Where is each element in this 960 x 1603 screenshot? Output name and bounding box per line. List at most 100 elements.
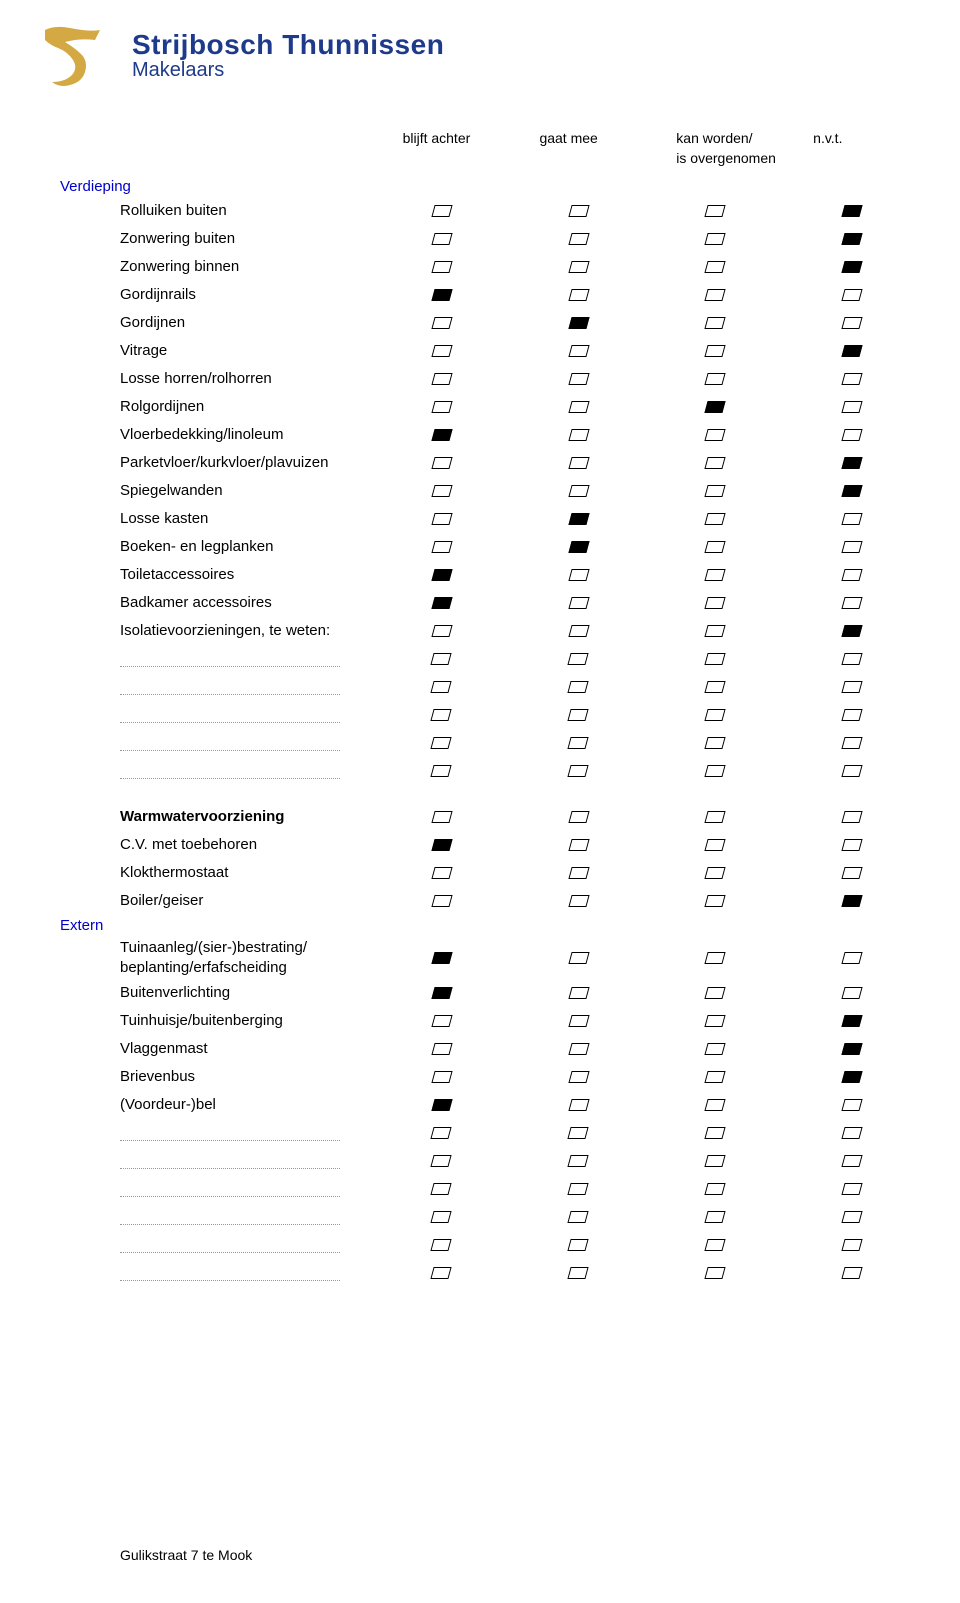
checkbox[interactable] bbox=[567, 1155, 588, 1167]
checkbox[interactable] bbox=[704, 513, 725, 525]
checkbox[interactable] bbox=[841, 987, 862, 999]
checkbox[interactable] bbox=[841, 1239, 862, 1251]
checkbox[interactable] bbox=[841, 457, 862, 469]
checkbox[interactable] bbox=[431, 839, 452, 851]
checkbox[interactable] bbox=[704, 1155, 725, 1167]
checkbox[interactable] bbox=[430, 1239, 451, 1251]
checkbox[interactable] bbox=[567, 1211, 588, 1223]
checkbox[interactable] bbox=[431, 1015, 452, 1027]
checkbox[interactable] bbox=[431, 401, 452, 413]
checkbox[interactable] bbox=[704, 485, 725, 497]
checkbox[interactable] bbox=[841, 811, 862, 823]
checkbox[interactable] bbox=[704, 653, 725, 665]
checkbox[interactable] bbox=[704, 345, 725, 357]
checkbox[interactable] bbox=[841, 289, 862, 301]
checkbox[interactable] bbox=[704, 1239, 725, 1251]
checkbox[interactable] bbox=[841, 513, 862, 525]
checkbox[interactable] bbox=[568, 895, 589, 907]
checkbox[interactable] bbox=[704, 401, 725, 413]
checkbox[interactable] bbox=[841, 233, 862, 245]
checkbox[interactable] bbox=[841, 625, 862, 637]
checkbox[interactable] bbox=[431, 952, 452, 964]
checkbox[interactable] bbox=[704, 317, 725, 329]
checkbox[interactable] bbox=[841, 1267, 862, 1279]
checkbox[interactable] bbox=[431, 895, 452, 907]
checkbox[interactable] bbox=[568, 987, 589, 999]
checkbox[interactable] bbox=[704, 1071, 725, 1083]
checkbox[interactable] bbox=[568, 513, 589, 525]
checkbox[interactable] bbox=[704, 429, 725, 441]
checkbox[interactable] bbox=[704, 1043, 725, 1055]
checkbox[interactable] bbox=[431, 345, 452, 357]
checkbox[interactable] bbox=[841, 541, 862, 553]
checkbox[interactable] bbox=[430, 1127, 451, 1139]
checkbox[interactable] bbox=[431, 1099, 452, 1111]
checkbox[interactable] bbox=[431, 569, 452, 581]
checkbox[interactable] bbox=[704, 457, 725, 469]
checkbox[interactable] bbox=[841, 401, 862, 413]
checkbox[interactable] bbox=[431, 317, 452, 329]
checkbox[interactable] bbox=[568, 1071, 589, 1083]
checkbox[interactable] bbox=[567, 681, 588, 693]
checkbox[interactable] bbox=[431, 261, 452, 273]
checkbox[interactable] bbox=[430, 765, 451, 777]
checkbox[interactable] bbox=[431, 289, 452, 301]
checkbox[interactable] bbox=[568, 401, 589, 413]
checkbox[interactable] bbox=[430, 1211, 451, 1223]
checkbox[interactable] bbox=[704, 867, 725, 879]
checkbox[interactable] bbox=[430, 1183, 451, 1195]
checkbox[interactable] bbox=[567, 653, 588, 665]
checkbox[interactable] bbox=[704, 765, 725, 777]
checkbox[interactable] bbox=[841, 765, 862, 777]
checkbox[interactable] bbox=[568, 625, 589, 637]
checkbox[interactable] bbox=[841, 839, 862, 851]
checkbox[interactable] bbox=[841, 569, 862, 581]
checkbox[interactable] bbox=[704, 1099, 725, 1111]
checkbox[interactable] bbox=[568, 952, 589, 964]
checkbox[interactable] bbox=[431, 205, 452, 217]
checkbox[interactable] bbox=[567, 765, 588, 777]
checkbox[interactable] bbox=[568, 839, 589, 851]
checkbox[interactable] bbox=[704, 541, 725, 553]
checkbox[interactable] bbox=[568, 205, 589, 217]
checkbox[interactable] bbox=[568, 1043, 589, 1055]
checkbox[interactable] bbox=[704, 625, 725, 637]
checkbox[interactable] bbox=[568, 317, 589, 329]
checkbox[interactable] bbox=[568, 345, 589, 357]
checkbox[interactable] bbox=[431, 233, 452, 245]
checkbox[interactable] bbox=[704, 597, 725, 609]
checkbox[interactable] bbox=[704, 261, 725, 273]
checkbox[interactable] bbox=[704, 987, 725, 999]
checkbox[interactable] bbox=[704, 373, 725, 385]
checkbox[interactable] bbox=[704, 1267, 725, 1279]
checkbox[interactable] bbox=[431, 811, 452, 823]
checkbox[interactable] bbox=[568, 429, 589, 441]
checkbox[interactable] bbox=[841, 952, 862, 964]
checkbox[interactable] bbox=[568, 373, 589, 385]
checkbox[interactable] bbox=[841, 709, 862, 721]
checkbox[interactable] bbox=[841, 597, 862, 609]
checkbox[interactable] bbox=[431, 1071, 452, 1083]
checkbox[interactable] bbox=[568, 485, 589, 497]
checkbox[interactable] bbox=[567, 1239, 588, 1251]
checkbox[interactable] bbox=[567, 709, 588, 721]
checkbox[interactable] bbox=[841, 261, 862, 273]
checkbox[interactable] bbox=[841, 1043, 862, 1055]
checkbox[interactable] bbox=[431, 485, 452, 497]
checkbox[interactable] bbox=[431, 541, 452, 553]
checkbox[interactable] bbox=[567, 737, 588, 749]
checkbox[interactable] bbox=[568, 289, 589, 301]
checkbox[interactable] bbox=[568, 569, 589, 581]
checkbox[interactable] bbox=[841, 1015, 862, 1027]
checkbox[interactable] bbox=[568, 233, 589, 245]
checkbox[interactable] bbox=[841, 737, 862, 749]
checkbox[interactable] bbox=[841, 1071, 862, 1083]
checkbox[interactable] bbox=[568, 457, 589, 469]
checkbox[interactable] bbox=[431, 987, 452, 999]
checkbox[interactable] bbox=[841, 1099, 862, 1111]
checkbox[interactable] bbox=[841, 429, 862, 441]
checkbox[interactable] bbox=[568, 867, 589, 879]
checkbox[interactable] bbox=[430, 737, 451, 749]
checkbox[interactable] bbox=[430, 1267, 451, 1279]
checkbox[interactable] bbox=[841, 653, 862, 665]
